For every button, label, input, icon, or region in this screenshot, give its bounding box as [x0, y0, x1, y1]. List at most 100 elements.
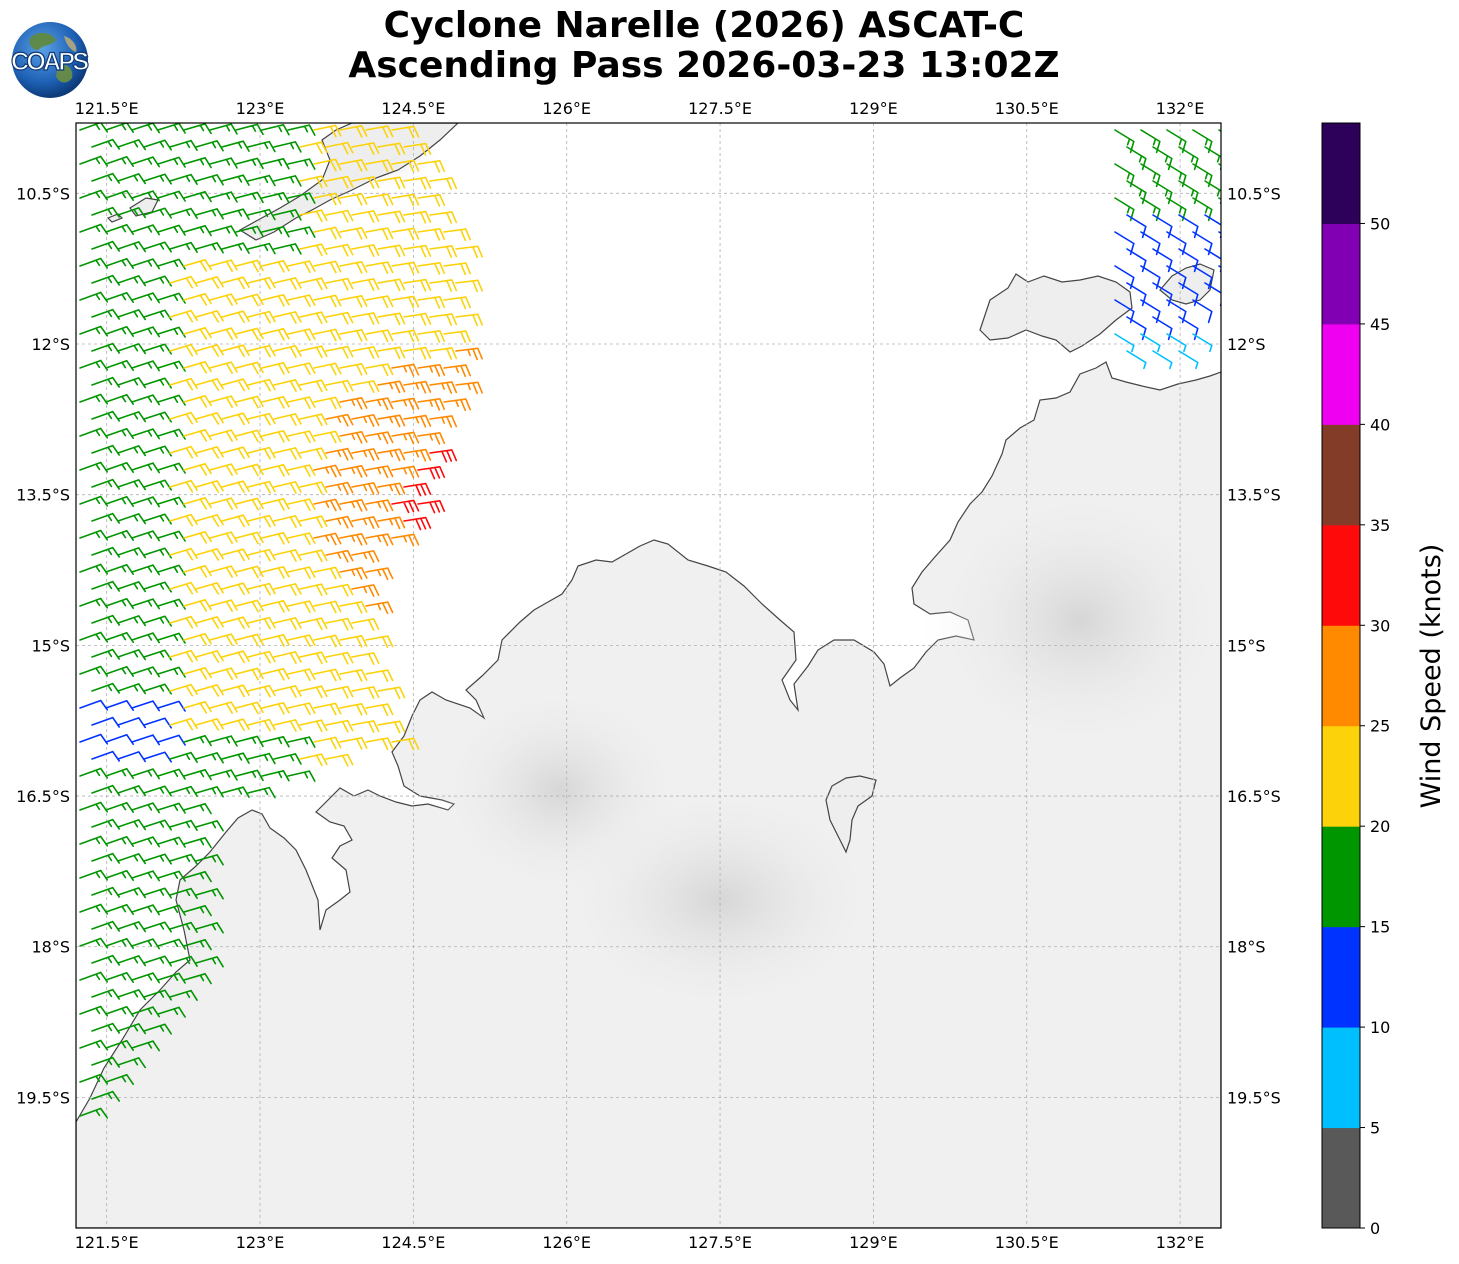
wind-barb-565 [131, 938, 160, 950]
wind-barb-464 [183, 701, 212, 714]
wind-barb-560 [143, 921, 172, 933]
colorbar-label: Wind Speed (knots) [1416, 544, 1447, 809]
wind-barb-352 [313, 532, 342, 546]
wind-barb-396 [235, 599, 264, 613]
wind-barb-388 [325, 583, 354, 597]
wind-barb-395 [209, 599, 238, 612]
wind-barb-188 [117, 343, 146, 355]
wind-barb-236 [183, 395, 212, 408]
wind-barb-421 [287, 634, 316, 648]
wind-barb-59 [209, 191, 238, 203]
lon-tick-top-4: 127.5°E [688, 99, 752, 118]
wind-barb-85 [157, 224, 186, 236]
wind-barb-647 [1126, 316, 1147, 341]
wind-barb-154 [391, 295, 420, 309]
wind-barb-255 [299, 413, 328, 427]
wind-barb-635 [1140, 265, 1161, 290]
colorbar-tick-1: 5 [1370, 1119, 1380, 1138]
wind-barb-350 [261, 532, 290, 545]
wind-barb-569 [117, 955, 146, 967]
lon-tick-bottom-3: 126°E [542, 1233, 591, 1252]
wind-barb-230 [429, 381, 458, 394]
wind-barb-197 [351, 346, 380, 359]
wind-barb-71 [169, 207, 198, 219]
wind-barb-530 [143, 819, 172, 831]
wind-barb-531 [169, 819, 198, 831]
wind-barb-136 [325, 277, 354, 291]
wind-barb-74 [247, 208, 276, 221]
wind-barb-229 [403, 380, 432, 394]
wind-barb-476 [195, 718, 224, 731]
wind-barb-95 [417, 228, 446, 241]
wind-barb-225 [299, 379, 328, 393]
wind-barb-623 [1178, 214, 1199, 239]
wind-barb-2 [131, 123, 160, 134]
wind-barb-137 [351, 278, 380, 291]
wind-barb-49 [325, 175, 354, 189]
wind-barb-72 [195, 208, 224, 220]
wind-barb-601 [1192, 129, 1213, 154]
wind-barb-114 [131, 258, 160, 270]
wind-barb-80 [403, 210, 432, 224]
wind-barb-227 [351, 380, 380, 393]
colorbar-segment-4 [1322, 725, 1360, 827]
wind-barb-527 [183, 803, 212, 815]
wind-barb-251 [195, 412, 224, 425]
wind-barb-504 [273, 753, 302, 765]
wind-barb-126 [443, 262, 471, 276]
wind-barb-78 [351, 210, 380, 223]
wind-barb-637 [1192, 265, 1213, 290]
wind-barb-92 [339, 227, 368, 240]
wind-barb-332 [143, 513, 172, 525]
wind-barb-240 [287, 396, 316, 410]
wind-barb-276 [117, 445, 146, 457]
wind-barb-575 [131, 972, 160, 984]
colorbar-segment-9 [1322, 223, 1360, 325]
wind-barb-636 [1166, 265, 1187, 290]
wind-barb-646 [1192, 299, 1213, 324]
wind-barb-116 [183, 259, 212, 272]
wind-barb-365 [325, 549, 354, 563]
wind-barb-392 [131, 598, 160, 610]
wind-barb-315 [403, 482, 432, 497]
wind-barb-598 [1114, 129, 1135, 154]
wind-barb-546 [157, 870, 186, 882]
wind-barb-612 [1126, 180, 1147, 205]
wind-barb-360 [195, 548, 224, 561]
wind-barb-602 [1218, 129, 1221, 133]
wind-barb-358 [143, 547, 172, 559]
wind-barb-192 [221, 344, 250, 358]
wind-barb-613 [1152, 180, 1173, 205]
wind-barb-120 [287, 260, 316, 274]
wind-barb-168 [377, 312, 406, 326]
wind-barb-630 [1126, 248, 1147, 273]
colorbar-segment-2 [1322, 926, 1360, 1028]
cape-island [825, 775, 877, 854]
wind-barb-67 [417, 194, 446, 207]
wind-barb-51 [377, 176, 406, 190]
wind-barb-463 [157, 700, 186, 712]
wind-barb-296 [261, 464, 290, 477]
wind-barb-475 [169, 717, 198, 731]
wind-barb-591 [131, 1040, 160, 1052]
wind-barb-495 [365, 737, 394, 751]
wind-barb-490 [235, 735, 264, 748]
wind-barb-254 [273, 413, 302, 426]
wind-barb-281 [247, 446, 276, 460]
wind-barb-348 [209, 531, 238, 544]
wind-barb-39 [417, 160, 446, 173]
wind-barb-376 [313, 566, 342, 580]
wind-barb-180 [287, 328, 316, 342]
wind-barb-4 [183, 123, 212, 135]
wind-barb-7 [261, 124, 290, 136]
wind-barb-62 [287, 192, 316, 204]
wind-barb-31 [209, 157, 238, 169]
wind-barb-644 [1140, 299, 1161, 324]
wind-barb-111 [455, 245, 483, 259]
wind-barb-631 [1152, 248, 1173, 273]
wind-barb-43 [169, 173, 198, 185]
wind-barb-56 [131, 190, 160, 202]
lat-ticks-left: 10.5°S 12°S 13.5°S 15°S 16.5°S 18°S 19.5°S [16, 184, 70, 1107]
wind-barb-473 [117, 717, 146, 729]
